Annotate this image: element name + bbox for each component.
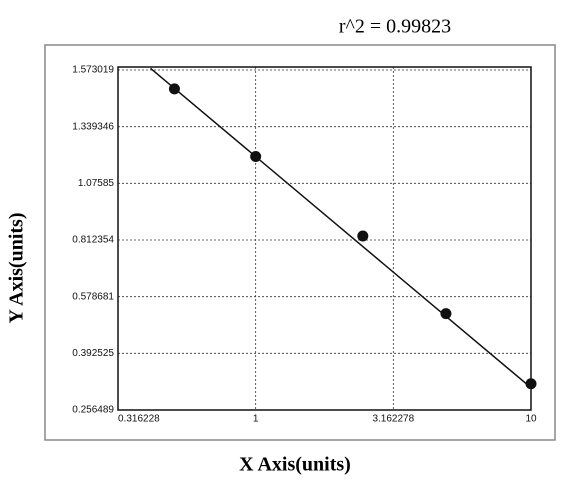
data-point [168, 83, 180, 95]
y-tick-label: 1.07585 [78, 178, 115, 189]
x-tick-label: 0.316228 [118, 414, 160, 425]
y-tick-label: 0.578681 [72, 291, 114, 302]
data-point [250, 150, 262, 162]
fit-line [150, 67, 532, 389]
x-tick-label: 1 [253, 414, 259, 425]
y-tick-label: 0.392525 [72, 348, 114, 359]
chart-title: r^2 = 0.99823 [339, 16, 451, 38]
data-point [357, 230, 369, 242]
data-point [525, 378, 537, 390]
data-point [440, 308, 452, 320]
x-axis-label: X Axis(units) [239, 454, 351, 476]
y-tick-label: 1.573019 [72, 65, 114, 76]
outer-frame [44, 44, 556, 441]
plot-frame [117, 66, 532, 411]
y-axis-label: Y Axis(units) [6, 213, 28, 324]
y-tick-label: 0.256489 [72, 405, 114, 416]
x-tick-label: 3.162278 [372, 414, 414, 425]
y-tick-label: 0.812354 [72, 235, 114, 246]
y-tick-label: 1.339346 [72, 121, 114, 132]
x-tick-label: 10 [525, 414, 537, 425]
